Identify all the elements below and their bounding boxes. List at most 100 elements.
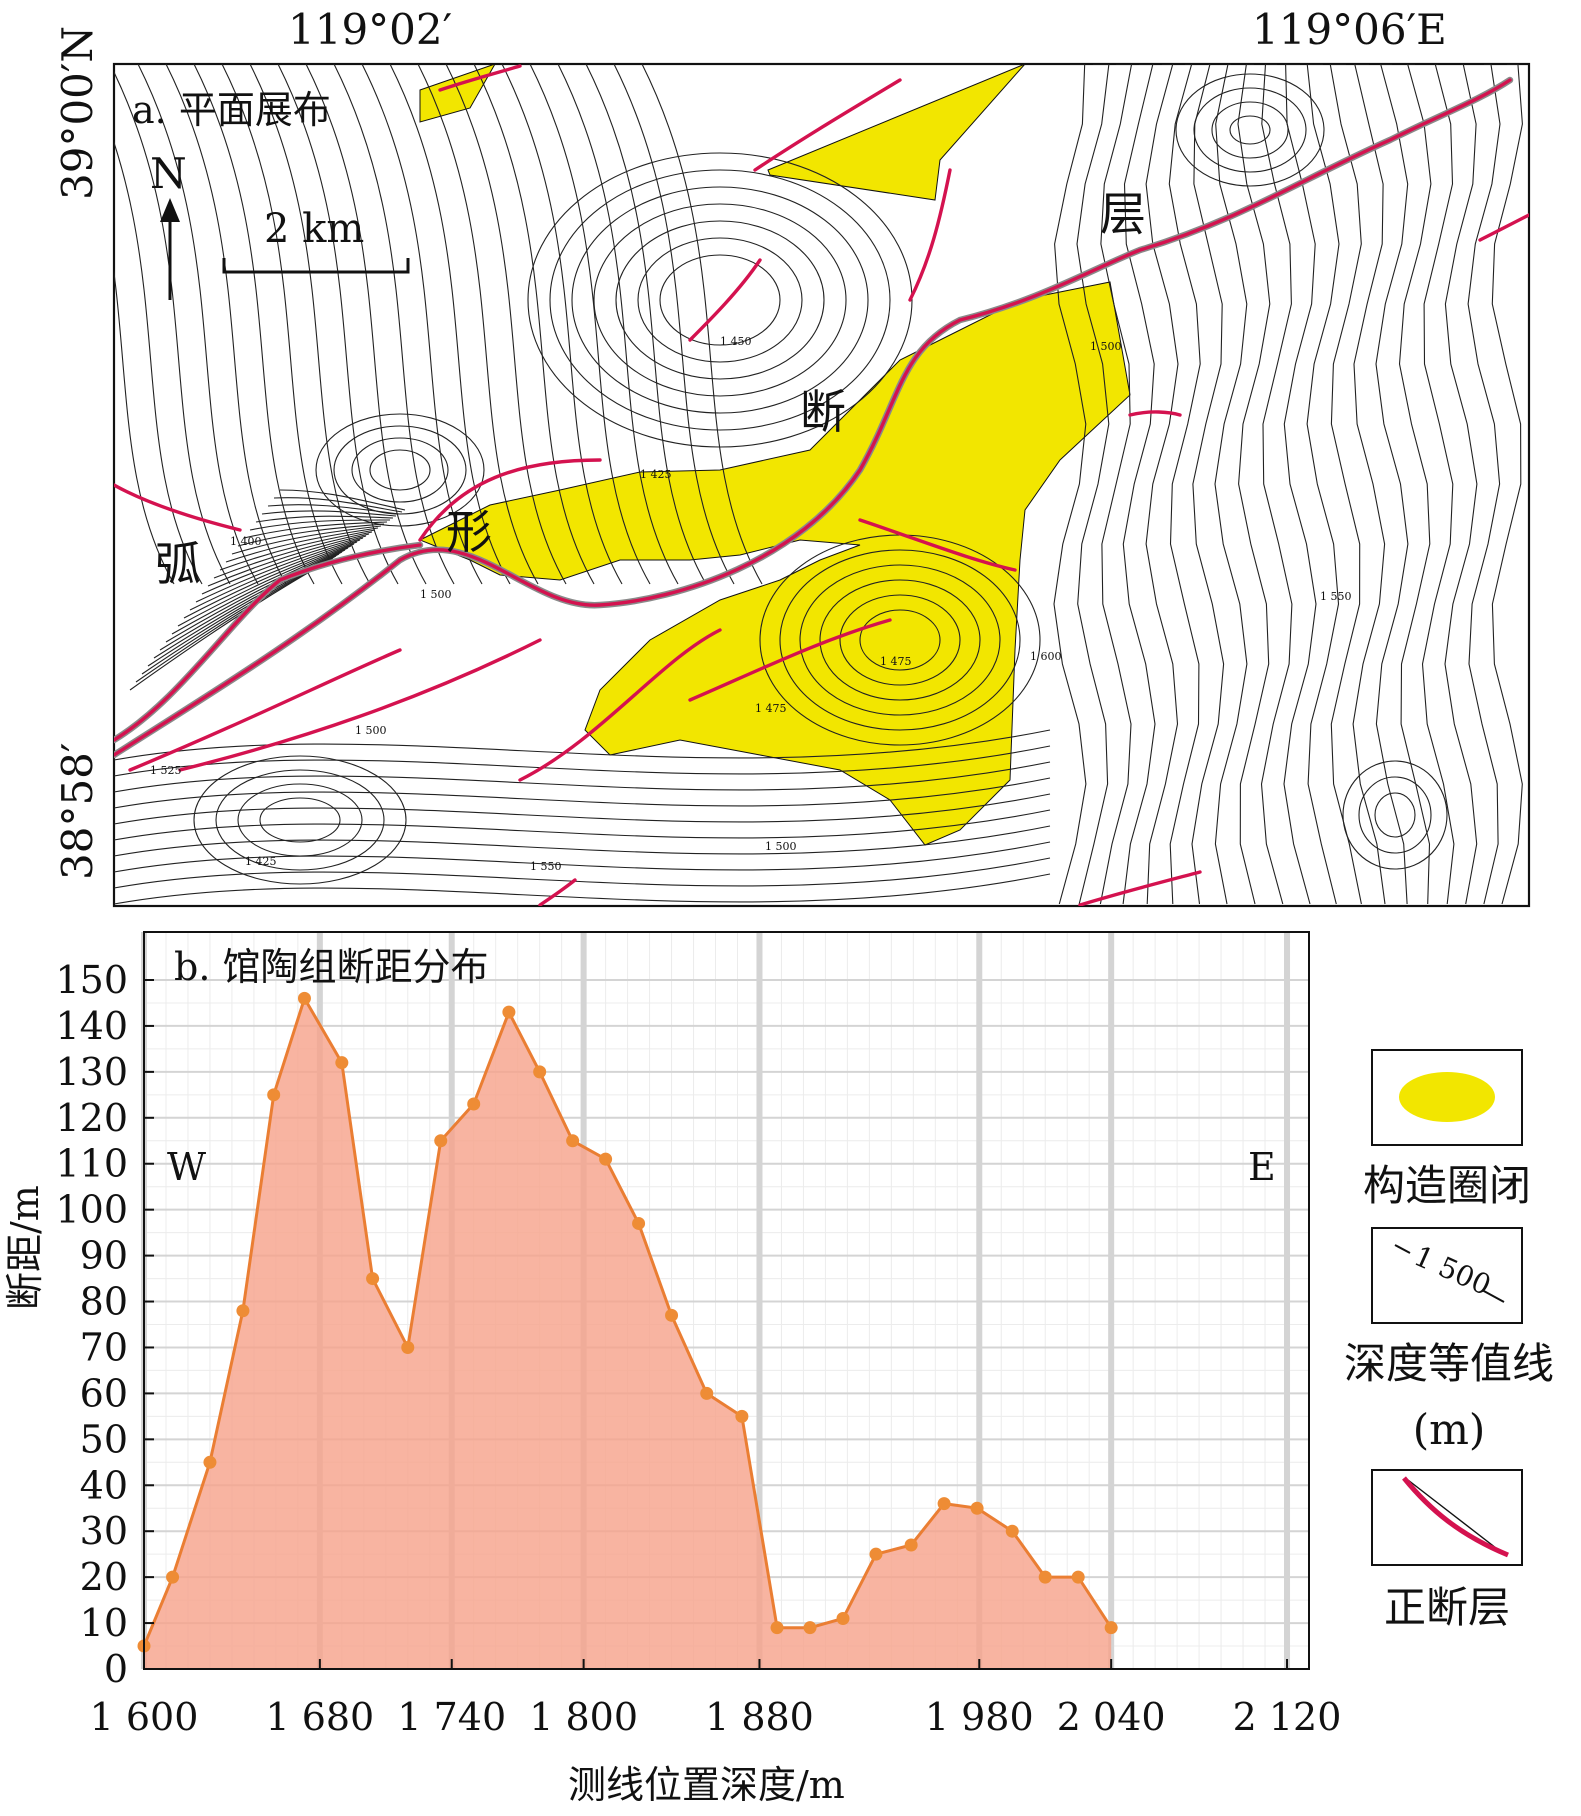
y-tick-label: 90 bbox=[80, 1234, 128, 1278]
fault-layer bbox=[114, 64, 1529, 906]
contour-line bbox=[1191, 64, 1225, 905]
chart-title: b. 馆陶组断距分布 bbox=[174, 945, 488, 989]
contour-line bbox=[501, 64, 623, 585]
contour-line bbox=[165, 64, 287, 585]
contour-line bbox=[114, 825, 1051, 857]
fault-splay-9 bbox=[908, 168, 952, 302]
contour-line bbox=[114, 761, 1051, 793]
y-tick-label: 10 bbox=[80, 1601, 128, 1645]
contour-ring bbox=[659, 254, 781, 346]
contour-line bbox=[1076, 64, 1110, 905]
y-tick-label: 70 bbox=[80, 1325, 128, 1369]
contour-ring bbox=[1211, 101, 1289, 159]
fault-name-char-2: 形 bbox=[446, 505, 492, 559]
direction-west: W bbox=[167, 1145, 206, 1189]
contour-ring bbox=[369, 449, 431, 491]
contour-line bbox=[585, 64, 707, 585]
contour-value: 1 600 bbox=[1030, 650, 1062, 663]
closure-swatch bbox=[1399, 1072, 1495, 1122]
data-point bbox=[1071, 1570, 1085, 1584]
contour-line bbox=[249, 64, 371, 585]
fault-west-branch bbox=[114, 543, 422, 742]
contour-line bbox=[1467, 64, 1501, 905]
fault-splay-6 bbox=[688, 618, 892, 702]
contour-line bbox=[279, 489, 406, 511]
contour-line bbox=[1099, 64, 1133, 905]
contour-line bbox=[641, 64, 763, 585]
y-tick-label: 100 bbox=[55, 1188, 128, 1232]
contour-value: 1 475 bbox=[755, 702, 787, 715]
data-point bbox=[836, 1611, 850, 1625]
fault-splay-2 bbox=[128, 648, 402, 772]
contour-line bbox=[1306, 64, 1340, 905]
contour-ring bbox=[637, 237, 803, 363]
contour-line bbox=[389, 64, 511, 585]
y-tick-label: 150 bbox=[55, 958, 128, 1002]
y-axis-label: 断距/m bbox=[3, 1185, 47, 1310]
data-point bbox=[533, 1065, 547, 1079]
contour-line bbox=[261, 510, 397, 517]
contour-line bbox=[249, 519, 391, 531]
contour-line bbox=[114, 71, 231, 585]
data-point bbox=[566, 1134, 580, 1148]
x-tick-label: 1 880 bbox=[705, 1695, 814, 1739]
fault-splay-15 bbox=[438, 64, 522, 92]
contour-line bbox=[114, 857, 1051, 889]
contour-line bbox=[473, 64, 595, 585]
data-point bbox=[665, 1308, 679, 1322]
depth-contours bbox=[114, 64, 1523, 905]
data-point bbox=[236, 1304, 250, 1318]
contour-value: 1 500 bbox=[355, 724, 387, 737]
legend-item-fault: 正断层 bbox=[1371, 1469, 1523, 1632]
x-tick-label: 1 740 bbox=[397, 1695, 506, 1739]
contour-ring bbox=[859, 609, 941, 671]
contour-line bbox=[114, 793, 1051, 825]
legend-label-fault: 正断层 bbox=[1384, 1583, 1510, 1632]
x-tick-label: 1 680 bbox=[265, 1695, 374, 1739]
contour-line bbox=[114, 841, 1051, 873]
fault-swatch bbox=[1402, 1476, 1509, 1558]
contour-ring bbox=[315, 413, 485, 527]
fault-splay-13 bbox=[1078, 870, 1202, 906]
contour-line bbox=[114, 745, 1051, 777]
data-point bbox=[297, 991, 311, 1005]
contour-ring bbox=[351, 437, 449, 503]
y-tick-label: 60 bbox=[80, 1371, 128, 1415]
contour-value: 1 400 bbox=[230, 535, 262, 548]
contour-line bbox=[165, 547, 349, 643]
contour-value: 1 500 bbox=[765, 840, 797, 853]
contour-ring bbox=[799, 564, 1001, 716]
contour-value: 1 425 bbox=[640, 468, 672, 481]
x-tick-label: 2 120 bbox=[1233, 1695, 1342, 1739]
contour-ring bbox=[571, 186, 869, 414]
contour-value: 1 475 bbox=[880, 655, 912, 668]
legend-item-contour: 1 500 深度等值线 (m) bbox=[1344, 1227, 1554, 1454]
data-point bbox=[770, 1621, 784, 1635]
scale-label: 2 km bbox=[264, 206, 364, 252]
contour-line bbox=[225, 527, 379, 563]
closure-north bbox=[767, 64, 1026, 201]
fault-splay-11 bbox=[1128, 410, 1182, 417]
data-point bbox=[869, 1547, 883, 1561]
data-point bbox=[502, 1005, 516, 1019]
contour-line bbox=[114, 269, 175, 585]
contour-line bbox=[1122, 64, 1156, 905]
contour-line bbox=[114, 809, 1051, 841]
data-point bbox=[803, 1621, 817, 1635]
contour-ring bbox=[1358, 776, 1432, 854]
fault-splay-12 bbox=[1478, 213, 1529, 242]
lon-label-right: 119°06′E bbox=[1252, 5, 1447, 54]
contour-line bbox=[1421, 64, 1455, 905]
legend-label-contour-unit: (m) bbox=[1413, 1405, 1486, 1454]
data-point bbox=[434, 1134, 448, 1148]
contour-line bbox=[219, 529, 376, 571]
contour-ring bbox=[819, 579, 981, 701]
north-label: N bbox=[150, 149, 187, 198]
contour-ring bbox=[1229, 115, 1271, 145]
x-tick-label: 1 800 bbox=[529, 1695, 638, 1739]
contour-ring bbox=[549, 169, 891, 431]
contour-ring bbox=[333, 425, 467, 515]
contour-line bbox=[1237, 64, 1271, 905]
